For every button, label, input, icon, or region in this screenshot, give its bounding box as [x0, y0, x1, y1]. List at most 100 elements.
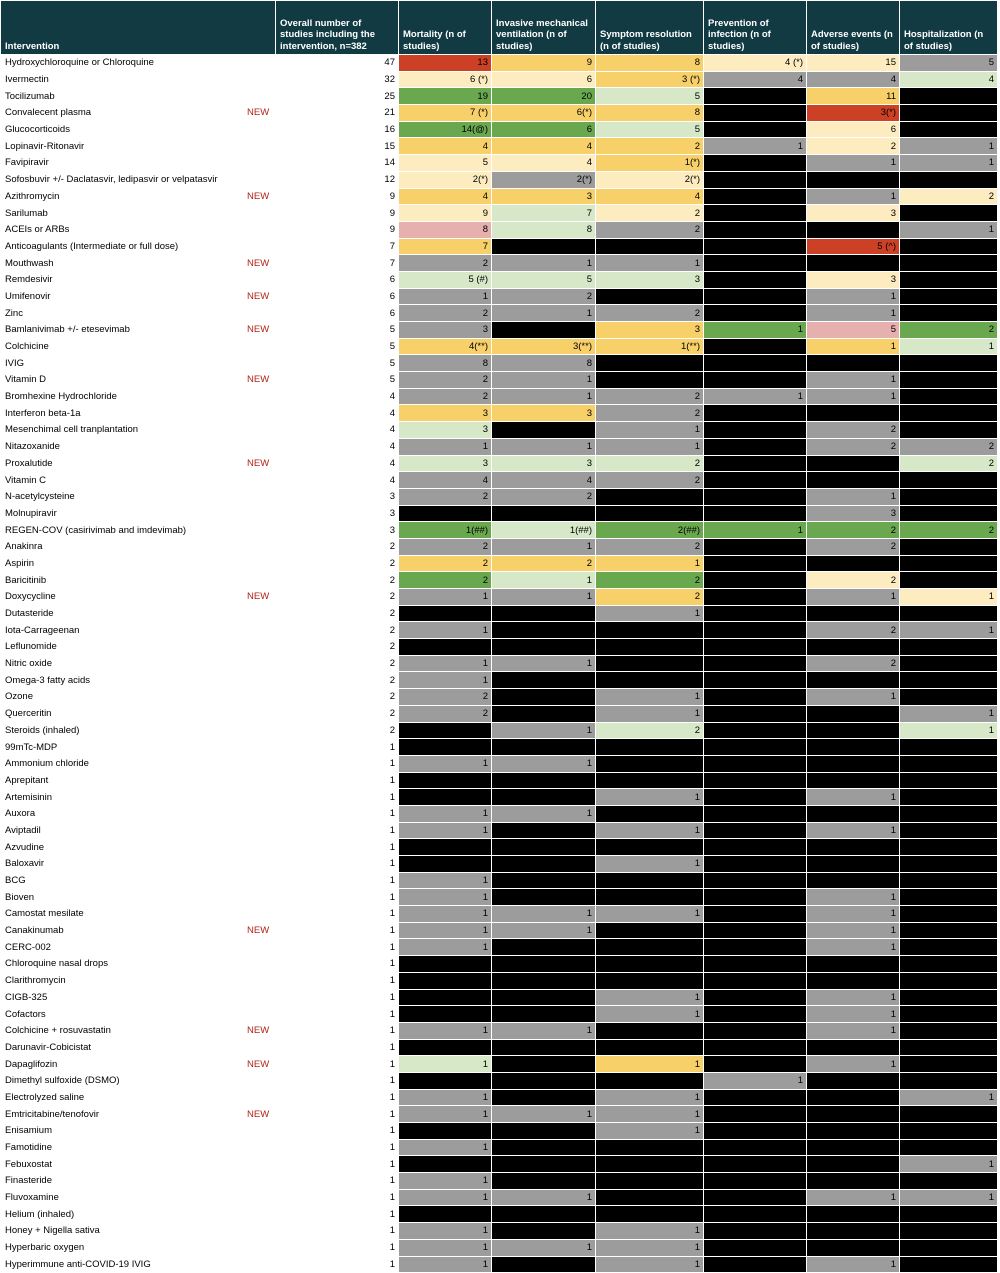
intervention-name: ACEIs or ARBs: [0, 220, 244, 239]
prevention-cell: [703, 454, 807, 473]
symptom-resolution-cell: 2: [595, 471, 704, 489]
mortality-cell: [398, 1005, 492, 1023]
table-row: Ivermectin 32 6 (*) 6 3 (*) 4 4 4: [0, 70, 998, 89]
intervention-name: Sofosbuvir +/- Daclatasvir, ledipasvir o…: [0, 170, 244, 189]
new-badge: NEW: [243, 454, 276, 473]
intervention-name: Zinc: [0, 304, 244, 322]
new-badge: [243, 1071, 276, 1090]
prevention-cell: [703, 1255, 807, 1273]
prevention-cell: [703, 671, 807, 690]
overall-count: 1: [275, 1172, 399, 1190]
mortality-cell: 2: [398, 304, 492, 322]
overall-count: 4: [275, 387, 399, 406]
mortality-cell: [398, 604, 492, 623]
new-badge: [243, 437, 276, 456]
adverse-events-cell: 1: [806, 487, 900, 506]
prevention-cell: [703, 154, 807, 172]
new-badge: [243, 220, 276, 239]
new-badge: [243, 971, 276, 990]
ventilation-cell: [491, 938, 596, 957]
overall-count: 47: [275, 54, 399, 72]
symptom-resolution-cell: 3: [595, 270, 704, 289]
ventilation-cell: [491, 1138, 596, 1157]
prevention-cell: [703, 287, 807, 306]
table-row: Aspirin 2 2 2 1: [0, 554, 998, 573]
table-row: Tocilizumab 25 19 20 5 11: [0, 87, 998, 106]
table-row: Umifenovir NEW 6 1 2 1: [0, 287, 998, 306]
adverse-events-cell: 15: [806, 54, 900, 72]
intervention-name: Vitamin D: [0, 371, 244, 389]
new-badge: [243, 1222, 276, 1240]
new-badge: [243, 154, 276, 172]
ventilation-cell: 6(*): [491, 104, 596, 122]
intervention-name: Vitamin C: [0, 471, 244, 489]
symptom-resolution-cell: [595, 804, 704, 823]
mortality-cell: 1: [398, 621, 492, 640]
overall-count: 4: [275, 421, 399, 439]
mortality-cell: 3: [398, 454, 492, 473]
hospitalization-cell: [899, 838, 998, 856]
symptom-resolution-cell: [595, 871, 704, 890]
new-badge: [243, 688, 276, 706]
hospitalization-cell: 4: [899, 70, 998, 89]
intervention-name: Glucocorticoids: [0, 120, 244, 139]
hospitalization-cell: [899, 421, 998, 439]
adverse-events-cell: 1: [806, 154, 900, 172]
overall-count: 1: [275, 1255, 399, 1273]
adverse-events-cell: [806, 1172, 900, 1190]
symptom-resolution-cell: 1: [595, 254, 704, 272]
mortality-cell: 7 (*): [398, 104, 492, 122]
hospitalization-cell: [899, 504, 998, 523]
mortality-cell: 4: [398, 187, 492, 206]
ventilation-cell: 1: [491, 1238, 596, 1257]
adverse-events-cell: [806, 454, 900, 473]
hospitalization-cell: [899, 87, 998, 106]
symptom-resolution-cell: [595, 638, 704, 656]
table-row: Glucocorticoids 16 14(@) 6 5 6: [0, 120, 998, 139]
adverse-events-cell: 1: [806, 387, 900, 406]
table-row: Nitazoxanide 4 1 1 1 2 2: [0, 437, 998, 456]
table-row: Baricitinib 2 2 1 2 2: [0, 571, 998, 589]
ventilation-cell: [491, 1005, 596, 1023]
hospitalization-cell: [899, 270, 998, 289]
mortality-cell: 1: [398, 871, 492, 890]
overall-count: 2: [275, 721, 399, 740]
intervention-name: Nitazoxanide: [0, 437, 244, 456]
adverse-events-cell: 1: [806, 1188, 900, 1207]
intervention-name: Ammonium chloride: [0, 754, 244, 773]
overall-count: 1: [275, 1021, 399, 1040]
mortality-cell: 2: [398, 554, 492, 573]
prevention-cell: [703, 87, 807, 106]
hospitalization-cell: 1: [899, 337, 998, 356]
table-row: Electrolyzed saline 1 1 1 1: [0, 1088, 998, 1107]
hospitalization-cell: [899, 287, 998, 306]
prevention-cell: [703, 838, 807, 856]
symptom-resolution-cell: 2: [595, 304, 704, 322]
table-row: Darunavir-Cobicistat 1: [0, 1038, 998, 1057]
prevention-cell: [703, 504, 807, 523]
new-badge: [243, 888, 276, 907]
table-row: Colchicine 5 4(**) 3(**) 1(**) 1 1: [0, 337, 998, 356]
prevention-cell: [703, 788, 807, 806]
symptom-resolution-cell: 1: [595, 604, 704, 623]
new-badge: [243, 571, 276, 589]
intervention-name: Artemisinin: [0, 788, 244, 806]
symptom-resolution-cell: 1: [595, 855, 704, 873]
overall-count: 1: [275, 1088, 399, 1107]
prevention-cell: [703, 237, 807, 256]
prevention-cell: [703, 254, 807, 272]
table-row: Doxycycline NEW 2 1 1 2 1 1: [0, 588, 998, 606]
ventilation-cell: [491, 888, 596, 907]
new-badge: NEW: [243, 371, 276, 389]
symptom-resolution-cell: 2(##): [595, 521, 704, 539]
overall-count: 2: [275, 638, 399, 656]
adverse-events-cell: [806, 721, 900, 740]
ventilation-cell: 20: [491, 87, 596, 106]
hospitalization-cell: [899, 821, 998, 840]
table-row: Febuxostat 1 1: [0, 1155, 998, 1174]
new-badge: [243, 204, 276, 222]
new-badge: [243, 1088, 276, 1107]
ventilation-cell: [491, 988, 596, 1007]
overall-count: 7: [275, 237, 399, 256]
